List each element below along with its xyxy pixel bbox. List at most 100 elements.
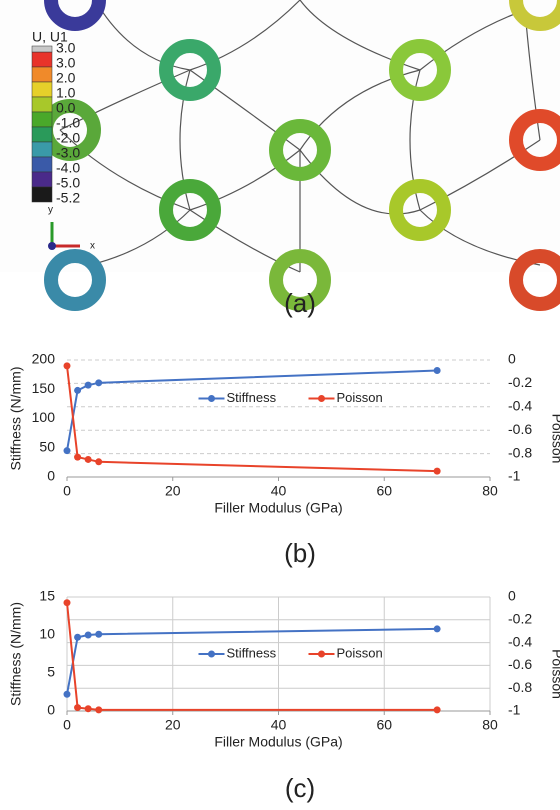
colorbar-swatch [32,82,52,97]
colorbar-swatch [32,67,52,82]
legend-item: Poisson [309,390,383,405]
page: U, U1 3.03.02.01.00.0-1.0-2.0-3.0-4.0-5.… [0,0,560,810]
data-point [74,634,81,641]
colorbar-label: -1.0 [56,115,80,131]
series-line [67,629,437,694]
legend-label: Stiffness [227,645,277,660]
legend-label: Poisson [337,390,383,405]
colorbar: 3.03.02.01.00.0-1.0-2.0-3.0-4.0-5.0-5.2 [32,40,80,206]
y-tick-label: 15 [39,588,55,604]
data-point [434,468,441,475]
y-tick-label: 5 [47,664,55,680]
data-point [434,706,441,713]
x-axis-title: Filler Modulus (GPa) [214,500,342,516]
data-point [74,454,81,461]
legend-item: Stiffness [199,390,277,405]
y2-tick-label: -0.8 [508,444,532,460]
colorbar-swatch [32,127,52,142]
y2-tick-label: -0.6 [508,656,532,672]
y-tick-label: 200 [32,351,56,367]
x-tick-label: 60 [376,483,392,499]
x-tick-label: 20 [165,483,181,499]
legend-marker [318,651,325,658]
data-point [95,458,102,465]
data-point [64,362,71,369]
colorbar-swatch [32,187,52,202]
data-point [64,599,71,606]
legend-marker [208,395,215,402]
y-tick-label: 0 [47,702,55,718]
y2-tick-label: -1 [508,702,521,718]
caption: (a) [284,288,316,318]
data-point [85,632,92,639]
colorbar-label: 3.0 [56,40,76,56]
axis-y-label: y [48,205,53,216]
axis-x-label: x [90,241,95,252]
y2-axis-title: Poisson [549,649,560,699]
data-point [74,387,81,394]
data-point [434,367,441,374]
colorbar-label: -2.0 [56,130,80,146]
data-point [95,379,102,386]
colorbar-label: -3.0 [56,145,80,161]
x-tick-label: 0 [63,717,71,733]
x-tick-label: 60 [376,717,392,733]
y2-tick-label: -0.8 [508,679,532,695]
colorbar-swatch [32,97,52,112]
y2-tick-label: -1 [508,468,521,484]
colorbar-label: 0.0 [56,100,76,116]
colorbar-swatch [32,112,52,127]
y-axis-title: Stiffness (N/mm) [8,367,24,471]
data-point [95,631,102,638]
colorbar-swatch [32,157,52,172]
legend-label: Stiffness [227,390,277,405]
y2-tick-label: -0.6 [508,421,532,437]
legend-marker [318,395,325,402]
caption: (b) [284,538,316,568]
data-point [85,382,92,389]
data-point [64,691,71,698]
y2-tick-label: 0 [508,588,516,604]
caption: (c) [285,773,315,803]
colorbar-swatch [32,52,52,67]
x-tick-label: 80 [482,483,498,499]
y2-tick-label: 0 [508,351,516,367]
y-axis-title: Stiffness (N/mm) [8,602,24,706]
data-point [95,706,102,713]
y-tick-label: 100 [32,409,56,425]
y-tick-label: 150 [32,380,56,396]
x-tick-label: 40 [271,483,287,499]
y-tick-label: 0 [47,468,55,484]
legend-marker [208,651,215,658]
x-tick-label: 0 [63,483,71,499]
legend-label: Poisson [337,645,383,660]
figure: U, U1 3.03.02.01.00.0-1.0-2.0-3.0-4.0-5.… [0,0,560,810]
y2-tick-label: -0.2 [508,374,532,390]
colorbar-label: 3.0 [56,55,76,71]
colorbar-swatch [32,46,52,52]
x-tick-label: 40 [271,717,287,733]
axis-origin [48,242,56,250]
y-tick-label: 50 [39,438,55,454]
colorbar-label: -5.0 [56,175,80,191]
legend-item: Poisson [309,645,383,660]
y2-tick-label: -0.2 [508,611,532,627]
data-point [434,625,441,632]
y2-axis-title: Poisson [549,414,560,464]
colorbar-label: 2.0 [56,70,76,86]
mesh-image: U, U1 3.03.02.01.00.0-1.0-2.0-3.0-4.0-5.… [0,0,560,304]
x-axis-title: Filler Modulus (GPa) [214,734,342,750]
colorbar-label: 1.0 [56,85,76,101]
x-tick-label: 20 [165,717,181,733]
legend-item: Stiffness [199,645,277,660]
data-point [74,704,81,711]
data-point [85,705,92,712]
colorbar-label: -4.0 [56,160,80,176]
series-line [67,371,437,451]
colorbar-swatch [32,172,52,187]
y2-tick-label: -0.4 [508,633,532,649]
data-point [64,447,71,454]
data-point [85,456,92,463]
y2-tick-label: -0.4 [508,398,532,414]
colorbar-label: -5.2 [56,190,80,206]
